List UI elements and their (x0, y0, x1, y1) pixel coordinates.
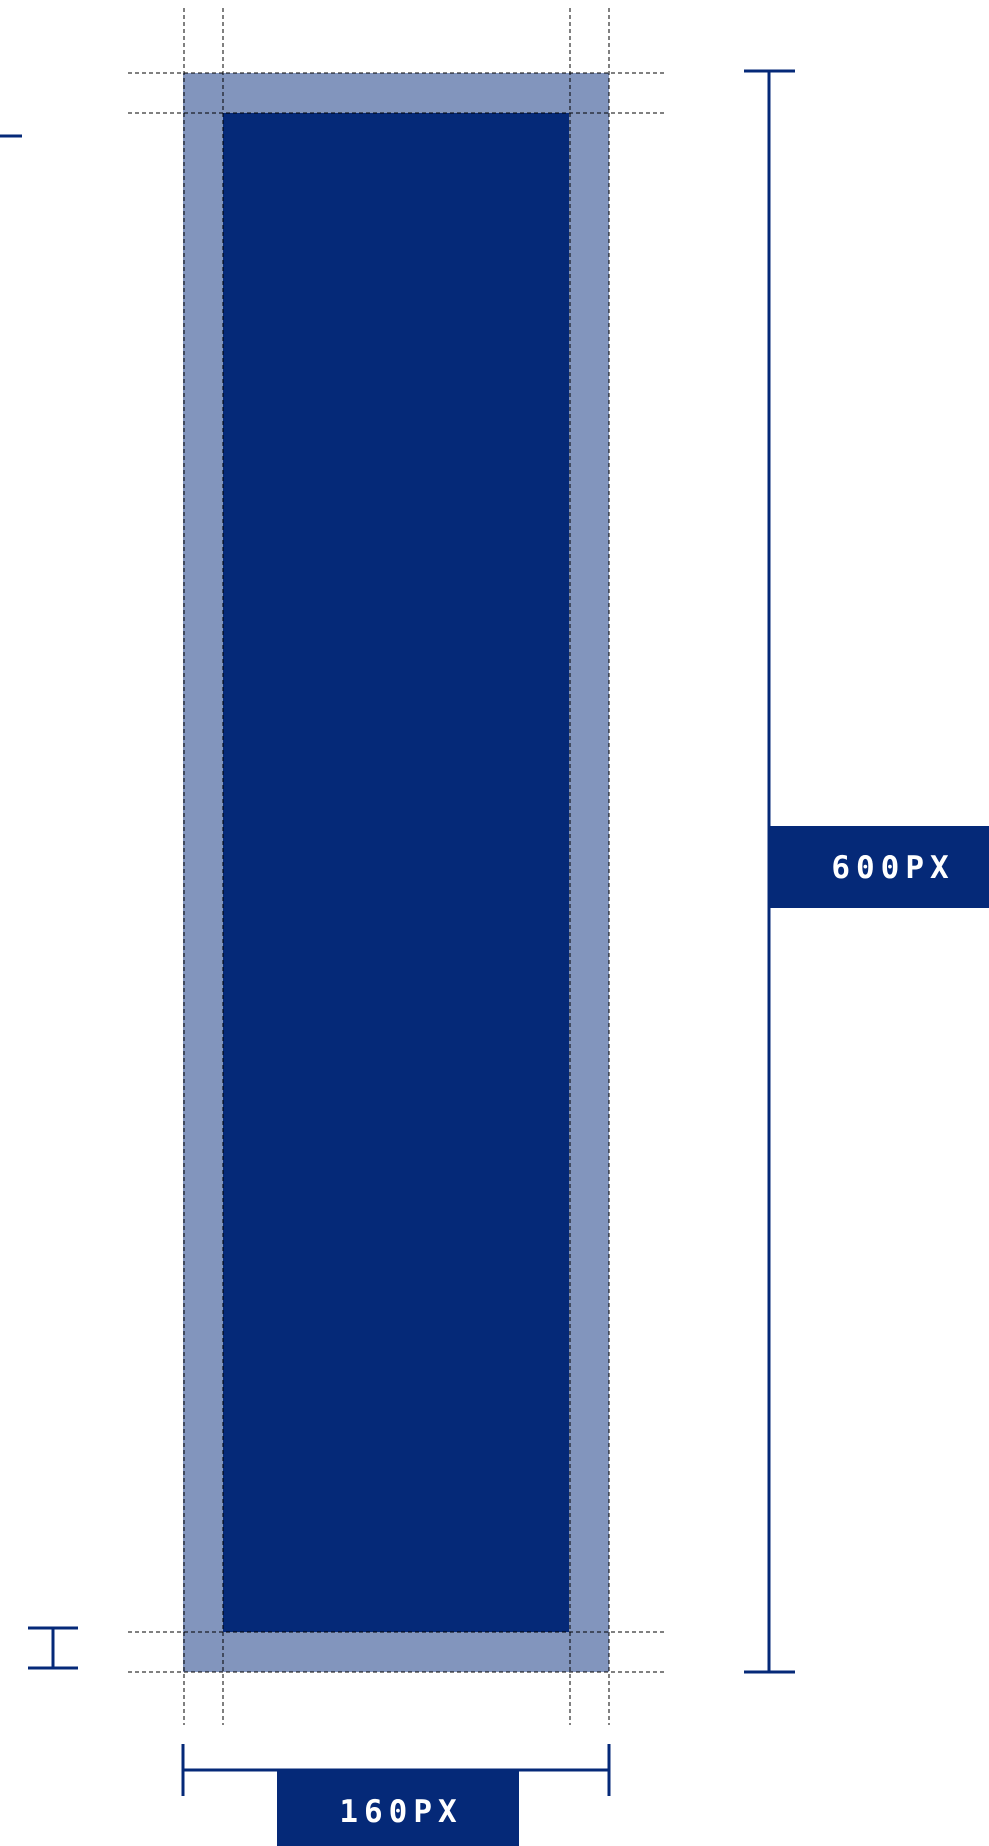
horizontal-guides (128, 72, 664, 1673)
height-label-box (769, 826, 989, 908)
border-thickness-marker (28, 1626, 78, 1670)
banner-inner-area (223, 113, 569, 1632)
vertical-guides (183, 8, 610, 1725)
height-label: 600PX (831, 850, 954, 886)
width-label-box (277, 1770, 519, 1846)
width-label: 160PX (339, 1794, 462, 1830)
